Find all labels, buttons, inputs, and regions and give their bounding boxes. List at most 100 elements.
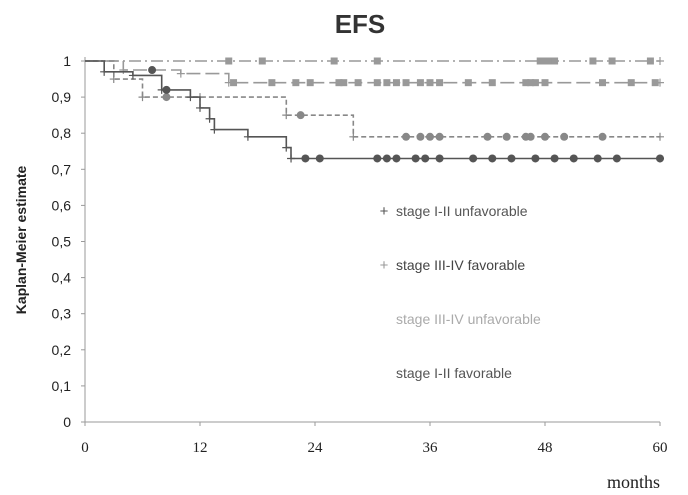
legend-label: stage I-II favorable — [396, 365, 512, 381]
censor-marker — [373, 57, 381, 65]
censor-marker — [469, 154, 478, 163]
y-tick-label: 0,1 — [52, 378, 72, 394]
y-tick-label: 0,9 — [52, 89, 72, 105]
censor-marker — [148, 66, 157, 75]
y-tick-label: 1 — [63, 53, 71, 69]
survival-curve — [85, 60, 660, 138]
legend-label: stage I-II unfavorable — [396, 203, 528, 219]
legend-marker: + — [380, 203, 389, 220]
x-tick-label: 12 — [193, 440, 208, 456]
legend: + stage I-II unfavorable + stage III-IV fav… — [380, 203, 541, 381]
censor-marker — [373, 79, 381, 87]
event-tick — [210, 125, 219, 134]
censor-marker — [589, 57, 597, 65]
censor-marker — [162, 93, 171, 102]
event-tick — [186, 93, 195, 102]
x-axis-label: months — [607, 472, 660, 492]
censor-marker — [354, 79, 362, 87]
event-tick — [282, 143, 291, 152]
x-tick-label: 60 — [653, 440, 668, 456]
y-axis-label: Kaplan-Meier estimate — [13, 165, 29, 314]
censor-marker — [416, 132, 425, 141]
event-tick — [656, 132, 664, 141]
censor-marker — [301, 154, 310, 163]
censor-marker — [383, 79, 391, 87]
event-tick — [176, 69, 185, 78]
censor-marker — [651, 79, 659, 87]
censor-marker — [335, 79, 343, 87]
event-tick — [205, 114, 214, 123]
y-tick-label: 0,4 — [52, 270, 72, 286]
censor-marker — [569, 154, 578, 163]
censor-marker — [426, 132, 434, 141]
censor-marker — [435, 132, 444, 141]
censor-marker — [608, 57, 616, 65]
censor-marker — [421, 154, 430, 163]
censor-marker — [612, 154, 621, 163]
event-tick — [349, 132, 358, 141]
censor-marker — [464, 79, 472, 87]
censor-marker — [258, 57, 266, 65]
chart-title: EFS — [335, 9, 386, 39]
censor-marker — [306, 79, 314, 87]
series-layer — [85, 57, 664, 163]
censor-marker — [230, 79, 238, 87]
event-tick — [119, 66, 128, 75]
censor-marker — [522, 79, 530, 87]
censor-marker — [627, 79, 635, 87]
y-tick-label: 0,6 — [52, 197, 72, 213]
censor-marker — [551, 57, 559, 65]
legend-item: stage III-IV unfavorable — [396, 311, 541, 327]
y-tick-label: 0,5 — [52, 234, 72, 250]
censor-marker — [330, 57, 338, 65]
censor-marker — [541, 79, 549, 87]
censor-marker — [656, 154, 664, 163]
event-tick — [109, 75, 118, 84]
censor-marker — [225, 57, 233, 65]
event-tick — [128, 71, 137, 80]
censor-marker — [488, 154, 497, 163]
event-tick — [138, 93, 147, 102]
legend-item: stage I-II favorable — [396, 365, 512, 381]
censor-marker — [531, 154, 540, 163]
event-tick — [100, 67, 109, 76]
censor-marker — [546, 57, 554, 65]
censor-marker — [402, 79, 410, 87]
censor-marker — [392, 79, 400, 87]
censor-marker — [268, 79, 276, 87]
series-4 — [85, 60, 664, 163]
x-tick-label: 0 — [81, 440, 89, 456]
censor-marker — [560, 132, 569, 141]
censor-marker — [340, 79, 348, 87]
series-2 — [85, 60, 664, 87]
event-tick — [196, 103, 204, 112]
censor-marker — [599, 79, 606, 87]
censor-marker — [536, 57, 544, 65]
censor-marker — [550, 154, 559, 163]
y-tick-label: 0,8 — [52, 125, 72, 141]
censor-marker — [435, 154, 444, 163]
series-1 — [85, 57, 664, 65]
survival-curve — [85, 60, 660, 160]
event-tick — [287, 154, 296, 163]
x-tick-label: 48 — [538, 440, 553, 456]
censor-marker — [531, 79, 539, 87]
censor-marker — [416, 79, 424, 87]
survival-curve — [85, 60, 660, 84]
event-tick — [243, 132, 252, 141]
censor-marker — [315, 154, 324, 163]
censor-marker — [488, 79, 496, 87]
censor-marker — [541, 57, 549, 65]
censor-marker — [526, 132, 535, 141]
axes: 0 0,1 0,2 0,3 0,4 0,5 0,6 0,7 0,8 0,9 1 0 12 24 36 48 60 — [52, 53, 668, 456]
event-tick — [282, 111, 291, 120]
censor-marker — [483, 132, 492, 141]
series-3 — [85, 60, 664, 141]
x-tick-label: 36 — [423, 440, 439, 456]
legend-label: stage III-IV unfavorable — [396, 311, 541, 327]
legend-item: + stage I-II unfavorable — [380, 203, 528, 220]
censor-marker — [593, 154, 602, 163]
censor-marker — [507, 154, 516, 163]
censor-marker — [392, 154, 401, 163]
